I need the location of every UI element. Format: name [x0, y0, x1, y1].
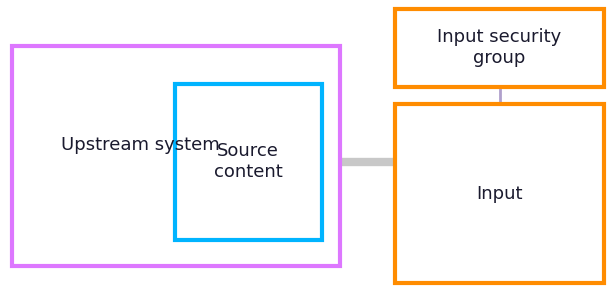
Text: Input: Input	[476, 185, 523, 203]
FancyBboxPatch shape	[175, 84, 322, 240]
FancyBboxPatch shape	[395, 104, 604, 283]
FancyBboxPatch shape	[12, 46, 340, 266]
FancyBboxPatch shape	[395, 9, 604, 87]
Text: Source
content: Source content	[214, 142, 283, 181]
Text: Input security
group: Input security group	[438, 28, 562, 67]
Text: Upstream system: Upstream system	[61, 136, 220, 153]
